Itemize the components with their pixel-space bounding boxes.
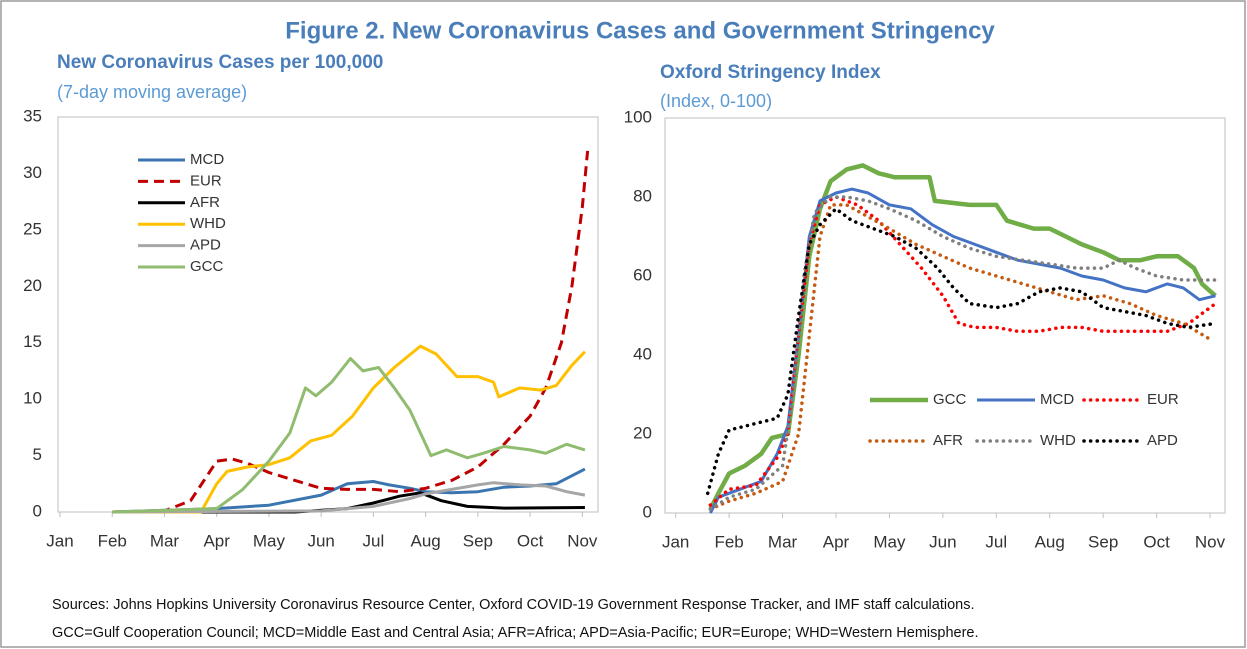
series-line xyxy=(112,481,586,514)
y-tick-label: 25 xyxy=(23,219,42,238)
legend-label: MCD xyxy=(190,151,224,168)
x-tick-label: Sep xyxy=(463,531,493,550)
x-tick-label: Mar xyxy=(768,532,798,551)
series-line xyxy=(112,357,586,514)
series-line xyxy=(112,344,586,514)
legend-label: AFR xyxy=(190,194,220,211)
y-tick-label: 20 xyxy=(23,276,42,295)
y-tick-label: 40 xyxy=(633,344,652,363)
y-tick-label: 20 xyxy=(633,423,652,442)
series-line xyxy=(708,203,1212,511)
y-tick-label: 30 xyxy=(23,163,42,182)
series-line xyxy=(708,195,1218,507)
x-tick-label: May xyxy=(253,531,286,550)
chart-subtitle: (7-day moving average) xyxy=(57,82,247,102)
y-tick-label: 15 xyxy=(23,332,42,351)
legend-label: APD xyxy=(190,237,221,254)
figure-title: Figure 2. New Coronavirus Cases and Gove… xyxy=(285,17,995,44)
legend-label: EUR xyxy=(1147,391,1179,408)
legend-label: APD xyxy=(1147,432,1178,449)
legend-label: AFR xyxy=(933,432,963,449)
legend-label: GCC xyxy=(190,258,224,275)
x-tick-label: Oct xyxy=(1143,532,1170,551)
x-tick-label: Jul xyxy=(363,531,385,550)
y-tick-label: 5 xyxy=(33,445,42,464)
legend-label: MCD xyxy=(1040,391,1074,408)
plot-area xyxy=(57,116,599,513)
x-tick-label: Aug xyxy=(411,531,441,550)
legend-label: GCC xyxy=(933,391,967,408)
x-tick-label: Jul xyxy=(985,532,1007,551)
x-tick-label: Oct xyxy=(517,531,544,550)
x-tick-label: May xyxy=(873,532,906,551)
plot-area xyxy=(664,117,1226,514)
legend-label: EUR xyxy=(190,172,222,189)
x-tick-label: Apr xyxy=(203,531,230,550)
y-tick-label: 35 xyxy=(23,106,42,125)
x-tick-label: Feb xyxy=(98,531,127,550)
chart-title: Oxford Stringency Index xyxy=(660,62,881,83)
series-line xyxy=(709,187,1216,514)
x-tick-label: Jan xyxy=(662,532,689,551)
x-tick-label: Nov xyxy=(567,531,598,550)
y-tick-label: 10 xyxy=(23,389,42,408)
x-tick-label: Mar xyxy=(150,531,180,550)
x-tick-label: Jun xyxy=(307,531,334,550)
series-line xyxy=(112,150,590,514)
y-tick-label: 0 xyxy=(33,501,42,520)
x-tick-label: Jun xyxy=(929,532,956,551)
chart-subtitle: (Index, 0-100) xyxy=(660,91,772,111)
y-tick-label: 0 xyxy=(643,502,652,521)
x-tick-label: Aug xyxy=(1035,532,1065,551)
x-tick-label: Jan xyxy=(46,531,73,550)
legend-label: WHD xyxy=(1040,432,1076,449)
series-line xyxy=(708,163,1217,511)
x-tick-label: Feb xyxy=(714,532,743,551)
chart-title: New Coronavirus Cases per 100,000 xyxy=(57,52,383,73)
series-line xyxy=(708,195,1218,511)
sources: Sources: Johns Hopkins University Corona… xyxy=(52,597,975,613)
legend-label: WHD xyxy=(190,215,226,232)
series-line xyxy=(705,207,1218,496)
y-tick-label: 80 xyxy=(633,186,652,205)
y-tick-label: 100 xyxy=(624,107,652,126)
x-tick-label: Sep xyxy=(1088,532,1118,551)
y-tick-label: 60 xyxy=(633,265,652,284)
x-tick-label: Apr xyxy=(823,532,850,551)
sources: GCC=Gulf Cooperation Council; MCD=Middle… xyxy=(52,625,979,641)
x-tick-label: Nov xyxy=(1195,532,1226,551)
